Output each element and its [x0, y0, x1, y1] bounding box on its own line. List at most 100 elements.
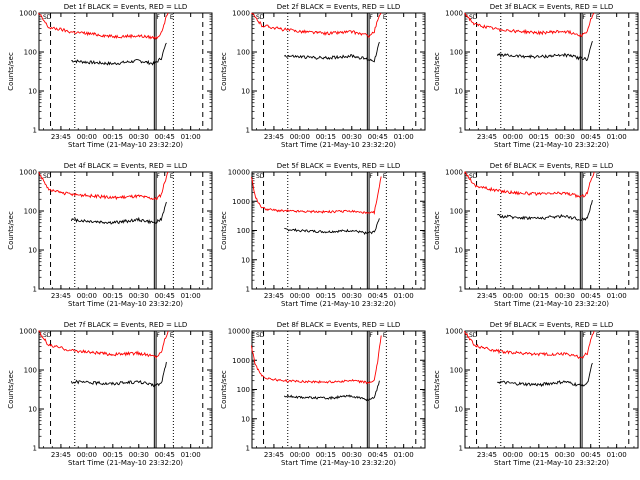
x-axis-label: Start Time (21-May-10 23:32:20) [68, 459, 183, 467]
x-tick-label: 01:00 [394, 133, 414, 141]
x-tick-label: 00:00 [503, 292, 523, 300]
y-axis-label: Counts/sec [220, 52, 228, 91]
events-series [283, 380, 380, 402]
y-tick-label: 1000 [19, 169, 37, 177]
y-tick-label: 100 [237, 49, 250, 57]
x-axis-label: Start Time (21-May-10 23:32:20) [494, 141, 609, 149]
x-tick-label: 00:15 [103, 292, 123, 300]
events-series [497, 200, 593, 221]
x-axis-label: Start Time (21-May-10 23:32:20) [281, 459, 396, 467]
x-axis-label: Start Time (21-May-10 23:32:20) [494, 459, 609, 467]
x-tick-label: 00:15 [316, 451, 336, 459]
x-tick-label: 00:00 [77, 133, 97, 141]
y-tick-label: 10 [241, 256, 250, 264]
x-tick-label: 00:00 [503, 133, 523, 141]
lld-series [250, 335, 382, 385]
marker-label: SD [469, 14, 478, 21]
marker-label: F [582, 173, 586, 180]
chart-title: Det 8f BLACK = Events, RED = LLD [277, 321, 400, 329]
x-tick-label: 00:15 [529, 292, 549, 300]
lld-series [38, 171, 169, 201]
y-tick-label: 1000 [445, 10, 463, 18]
chart-panel-1: Det 1f BLACK = Events, RED = LLD 1 10 100 10… [7, 3, 213, 149]
lld-series [463, 330, 595, 360]
marker-label: F [582, 14, 586, 21]
plot-frame [38, 171, 213, 290]
marker-label: E [596, 173, 600, 180]
series-line [70, 201, 167, 225]
y-axis-label: Counts/sec [433, 211, 441, 250]
series-line [71, 42, 167, 66]
x-tick-label: 00:00 [290, 292, 310, 300]
series-line [38, 330, 169, 359]
y-tick-label: 100 [450, 49, 463, 57]
x-tick-label: 01:00 [181, 292, 201, 300]
chart-title: Det 3f BLACK = Events, RED = LLD [490, 3, 613, 11]
x-tick-label: 00:45 [155, 451, 175, 459]
marker-label: SD [43, 14, 52, 21]
series-line [250, 335, 382, 385]
marker-label: E [383, 14, 387, 21]
x-tick-label: 00:30 [129, 133, 149, 141]
y-tick-label: 100 [237, 386, 250, 394]
y-axis-label: Counts/sec [433, 52, 441, 91]
marker-label: SD [43, 332, 52, 339]
y-axis-label: Counts/sec [433, 370, 441, 409]
chart-title: Det 5f BLACK = Events, RED = LLD [277, 162, 400, 170]
marker-label: F [156, 332, 160, 339]
series-line [496, 40, 593, 62]
y-tick-label: 10000 [228, 328, 250, 336]
marker-label: F [156, 14, 160, 21]
x-tick-label: 23:45 [51, 451, 71, 459]
x-tick-label: 00:30 [342, 451, 362, 459]
lld-series [38, 12, 169, 40]
y-tick-label: 10 [28, 88, 37, 96]
marker-label: SD [469, 173, 478, 180]
y-tick-label: 1 [246, 286, 250, 294]
x-tick-label: 23:45 [51, 133, 71, 141]
y-tick-label: 100 [24, 49, 37, 57]
events-series [284, 218, 380, 236]
x-axis-label: Start Time (21-May-10 23:32:20) [281, 300, 396, 308]
x-tick-label: 00:15 [316, 133, 336, 141]
x-tick-label: 01:00 [607, 292, 627, 300]
series-line [464, 12, 595, 38]
series-line [38, 171, 169, 201]
y-tick-label: 1000 [232, 198, 250, 206]
events-series [284, 41, 380, 63]
x-tick-label: 01:00 [607, 133, 627, 141]
x-tick-label: 00:45 [368, 133, 388, 141]
plot-frame [38, 12, 213, 131]
y-axis-label: Counts/sec [7, 370, 15, 409]
x-tick-label: 00:45 [368, 451, 388, 459]
y-tick-label: 10 [454, 88, 463, 96]
x-axis-label: Start Time (21-May-10 23:32:20) [68, 141, 183, 149]
plot-frame [464, 12, 639, 131]
x-tick-label: 00:45 [155, 292, 175, 300]
chart-title: Det 9f BLACK = Events, RED = LLD [490, 321, 613, 329]
chart-panel-3: Det 3f BLACK = Events, RED = LLD 1 10 100 10… [433, 3, 639, 149]
y-tick-label: 100 [450, 208, 463, 216]
y-tick-label: 1000 [445, 169, 463, 177]
y-tick-label: 1 [33, 286, 37, 294]
y-tick-label: 10 [454, 247, 463, 255]
series-line [497, 200, 593, 221]
marker-label: F [369, 14, 373, 21]
chart-panel-5: Det 5f BLACK = Events, RED = LLD 1 10 100 10… [220, 162, 426, 308]
y-tick-label: 10 [28, 406, 37, 414]
chart-panel-4: Det 4f BLACK = Events, RED = LLD 1 10 100 10… [7, 162, 213, 308]
series-line [284, 41, 380, 63]
y-tick-label: 1000 [19, 10, 37, 18]
x-tick-label: 00:45 [581, 133, 601, 141]
y-tick-label: 1 [246, 445, 250, 453]
y-tick-label: 1 [33, 127, 37, 135]
series-line [38, 12, 169, 40]
marker-label: SD [256, 173, 265, 180]
x-tick-label: 01:00 [181, 133, 201, 141]
marker-label: F [582, 332, 586, 339]
marker-label: SD [256, 332, 265, 339]
x-tick-label: 00:15 [529, 451, 549, 459]
series-line [464, 171, 595, 199]
x-tick-label: 00:45 [581, 292, 601, 300]
